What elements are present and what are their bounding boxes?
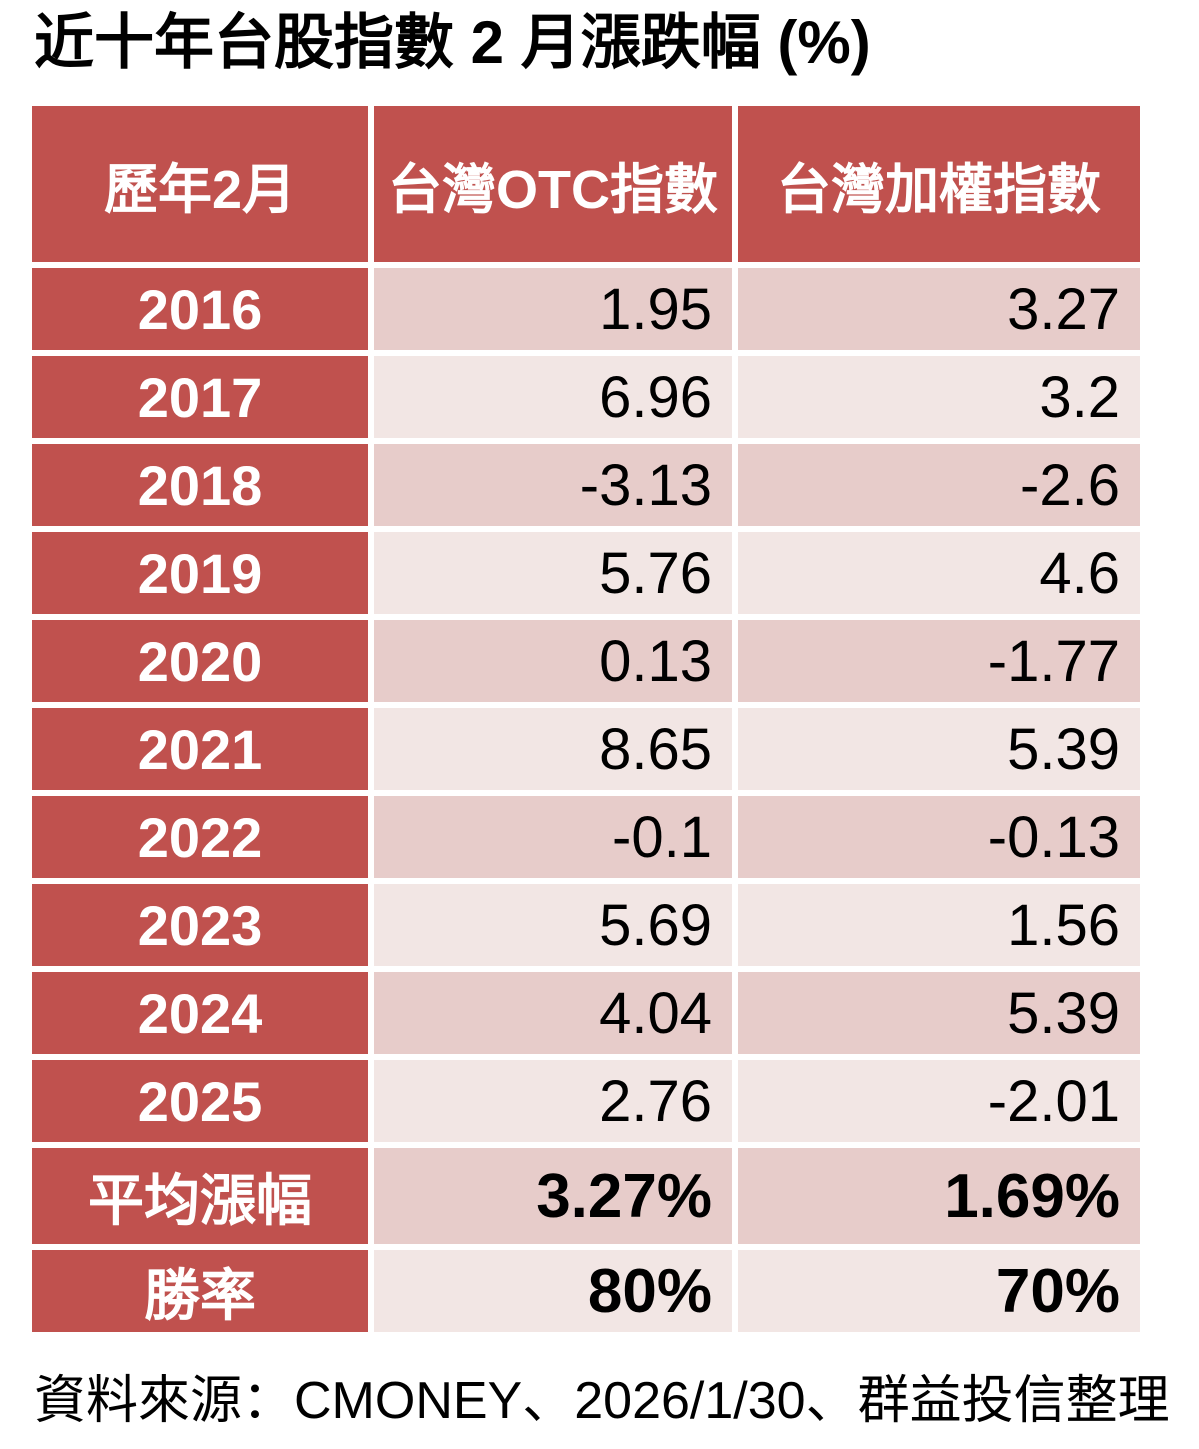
column-header-month: 歷年2月 — [32, 106, 368, 262]
year-cell: 2020 — [32, 620, 368, 702]
table-row-2022: 2022 -0.1 -0.13 — [32, 796, 1140, 878]
page-title: 近十年台股指數 2 月漲跌幅 (%) — [34, 9, 871, 76]
table-row-2019: 2019 5.76 4.6 — [32, 532, 1140, 614]
twii-value-cell: 3.27 — [738, 268, 1140, 350]
otc-value-cell: 4.04 — [374, 972, 732, 1054]
winrate-twii-cell: 70% — [738, 1250, 1140, 1332]
year-cell: 2022 — [32, 796, 368, 878]
twii-value-cell: 4.6 — [738, 532, 1140, 614]
performance-table: 歷年2月 台灣OTC指數 台灣加權指數 2016 1.95 3.27 2017 … — [26, 100, 1146, 1338]
otc-value-cell: -0.1 — [374, 796, 732, 878]
year-cell: 2023 — [32, 884, 368, 966]
year-cell: 2017 — [32, 356, 368, 438]
winrate-label-cell: 勝率 — [32, 1250, 368, 1332]
source-note: 資料來源：CMONEY、2026/1/30、群益投信整理 — [34, 1372, 1170, 1430]
table-row-2023: 2023 5.69 1.56 — [32, 884, 1140, 966]
otc-value-cell: 1.95 — [374, 268, 732, 350]
otc-value-cell: -3.13 — [374, 444, 732, 526]
table-row-2024: 2024 4.04 5.39 — [32, 972, 1140, 1054]
otc-value-cell: 2.76 — [374, 1060, 732, 1142]
twii-value-cell: -2.01 — [738, 1060, 1140, 1142]
twii-value-cell: -0.13 — [738, 796, 1140, 878]
table-row-2025: 2025 2.76 -2.01 — [32, 1060, 1140, 1142]
year-cell: 2024 — [32, 972, 368, 1054]
twii-value-cell: -1.77 — [738, 620, 1140, 702]
average-row: 平均漲幅 3.27% 1.69% — [32, 1148, 1140, 1244]
average-twii-cell: 1.69% — [738, 1148, 1140, 1244]
year-cell: 2018 — [32, 444, 368, 526]
year-cell: 2019 — [32, 532, 368, 614]
table-row-2018: 2018 -3.13 -2.6 — [32, 444, 1140, 526]
twii-value-cell: -2.6 — [738, 444, 1140, 526]
table-row-2021: 2021 8.65 5.39 — [32, 708, 1140, 790]
twii-value-cell: 1.56 — [738, 884, 1140, 966]
otc-value-cell: 5.76 — [374, 532, 732, 614]
year-cell: 2025 — [32, 1060, 368, 1142]
year-cell: 2021 — [32, 708, 368, 790]
column-header-twii: 台灣加權指數 — [738, 106, 1140, 262]
header-row: 歷年2月 台灣OTC指數 台灣加權指數 — [32, 106, 1140, 262]
twii-value-cell: 5.39 — [738, 972, 1140, 1054]
otc-value-cell: 8.65 — [374, 708, 732, 790]
winrate-otc-cell: 80% — [374, 1250, 732, 1332]
average-otc-cell: 3.27% — [374, 1148, 732, 1244]
table-row-2020: 2020 0.13 -1.77 — [32, 620, 1140, 702]
column-header-otc: 台灣OTC指數 — [374, 106, 732, 262]
year-cell: 2016 — [32, 268, 368, 350]
table-row-2016: 2016 1.95 3.27 — [32, 268, 1140, 350]
otc-value-cell: 6.96 — [374, 356, 732, 438]
table-row-2017: 2017 6.96 3.2 — [32, 356, 1140, 438]
winrate-row: 勝率 80% 70% — [32, 1250, 1140, 1332]
twii-value-cell: 3.2 — [738, 356, 1140, 438]
otc-value-cell: 5.69 — [374, 884, 732, 966]
otc-value-cell: 0.13 — [374, 620, 732, 702]
twii-value-cell: 5.39 — [738, 708, 1140, 790]
average-label-cell: 平均漲幅 — [32, 1148, 368, 1244]
